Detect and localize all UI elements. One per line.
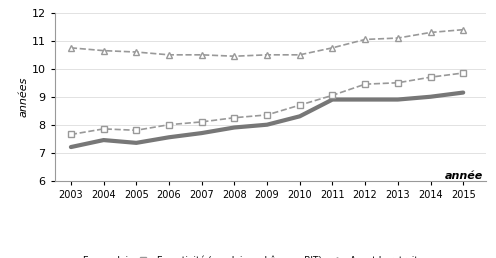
Legend: En emploi, En activité (emploi ou chômage BIT), Avant la retraite: En emploi, En activité (emploi ou chômag… [59, 255, 424, 258]
Text: année: année [444, 171, 483, 181]
Y-axis label: années: années [19, 77, 29, 117]
